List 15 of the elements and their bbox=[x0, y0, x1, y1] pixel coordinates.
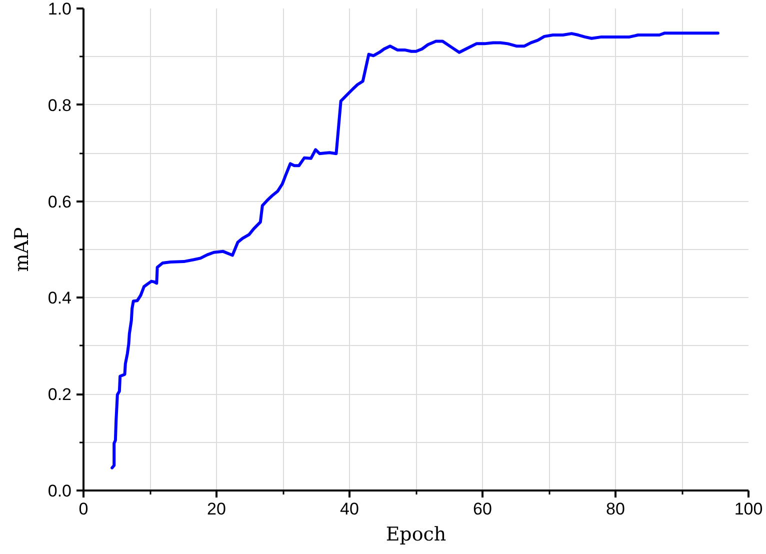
y-tick-label: 0.2 bbox=[48, 385, 72, 404]
x-tick-label: 0 bbox=[78, 500, 88, 518]
y-axis-title: mAP bbox=[10, 227, 33, 272]
x-axis-title: Epoch bbox=[386, 524, 446, 546]
line-series bbox=[110, 32, 720, 470]
y-tick-label: 0.4 bbox=[48, 288, 72, 308]
x-tick-label: 100 bbox=[734, 500, 763, 518]
x-tick-label: 40 bbox=[340, 500, 359, 518]
y-tick-label: 0.8 bbox=[48, 96, 72, 115]
x-tick-label: 80 bbox=[606, 500, 625, 518]
y-tick-label: 0.0 bbox=[48, 482, 72, 500]
y-tick-label: 1.0 bbox=[48, 0, 72, 18]
y-tick-label: 0.6 bbox=[48, 192, 72, 212]
x-tick-label: 20 bbox=[207, 500, 226, 518]
x-tick-label: 60 bbox=[473, 500, 492, 518]
